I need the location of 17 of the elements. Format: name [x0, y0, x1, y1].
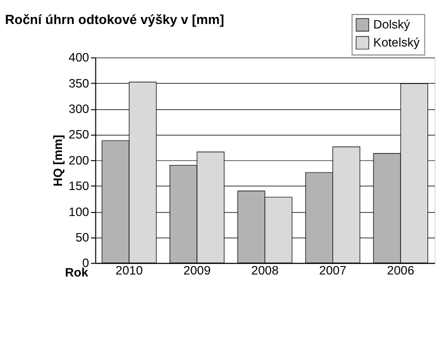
y-tick-label: 300 — [68, 102, 90, 116]
y-tick-label: 50 — [75, 230, 90, 244]
y-tick-label: 100 — [68, 204, 90, 219]
y-tick-label: 250 — [68, 128, 90, 142]
y-tick-label: 400 — [68, 50, 90, 65]
x-tick-label: 2008 — [251, 264, 279, 278]
y-tick-label: 150 — [68, 179, 90, 194]
legend-label: Dolský — [373, 18, 411, 32]
chart-title: Roční úhrn odtokové výšky v [mm] — [5, 12, 224, 27]
x-tick-label: 2010 — [116, 264, 143, 278]
y-tick-label: 350 — [68, 76, 90, 90]
y-axis-title: HQ [mm] — [51, 134, 66, 186]
x-tick-label: 2006 — [387, 264, 414, 278]
x-tick-label: 2009 — [183, 264, 211, 278]
y-tick-label: 200 — [68, 153, 90, 168]
legend-label: Kotelský — [373, 36, 420, 50]
x-tick-label: 2007 — [319, 264, 347, 278]
